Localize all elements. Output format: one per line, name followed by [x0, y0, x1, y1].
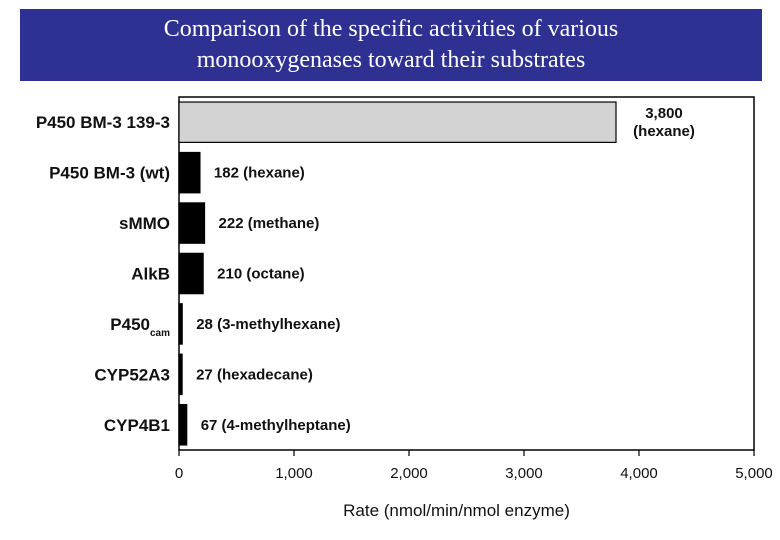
x-tick-label-5: 5,000 — [735, 465, 773, 482]
title-line-1: Comparison of the specific activities of… — [163, 16, 619, 42]
data-label-2: 222 (methane) — [219, 215, 320, 232]
category-label-0: P450 BM-3 139-3 — [36, 113, 170, 132]
x-tick-label-4: 4,000 — [620, 465, 658, 482]
bar-3 — [178, 252, 204, 295]
x-tick-label-1: 1,000 — [275, 465, 313, 482]
x-tick-label-0: 0 — [175, 465, 183, 482]
data-label-0-1: (hexane) — [633, 123, 695, 140]
category-label-6: CYP4B1 — [104, 416, 170, 435]
bar-4 — [178, 303, 183, 345]
bar-0 — [178, 101, 617, 143]
x-tick-label-2: 2,000 — [390, 465, 428, 482]
data-label-0-0: 3,800 — [645, 105, 683, 122]
data-label-6: 67 (4-methylheptane) — [201, 417, 351, 434]
data-label-5: 27 (hexadecane) — [196, 366, 313, 383]
category-label-1: P450 BM-3 (wt) — [49, 164, 170, 183]
data-label-3: 210 (octane) — [217, 266, 305, 283]
bar-2 — [178, 202, 206, 244]
category-label-5: CYP52A3 — [94, 365, 170, 384]
title-line-2: monooxygenases toward their substrates — [196, 47, 586, 73]
category-label-4: P450cam — [110, 315, 170, 339]
x-tick-label-3: 3,000 — [505, 465, 543, 482]
title-banner: Comparison of the specific activities of… — [20, 9, 762, 81]
category-label-3: AlkB — [131, 265, 170, 284]
bar-1 — [178, 151, 201, 194]
bar-5 — [178, 353, 183, 396]
data-label-1: 182 (hexane) — [214, 165, 305, 182]
bar-6 — [178, 404, 188, 446]
x-axis-title: Rate (nmol/min/nmol enzyme) — [343, 501, 570, 520]
data-label-4: 28 (3-methylhexane) — [196, 316, 340, 333]
category-label-2: sMMO — [119, 214, 170, 233]
